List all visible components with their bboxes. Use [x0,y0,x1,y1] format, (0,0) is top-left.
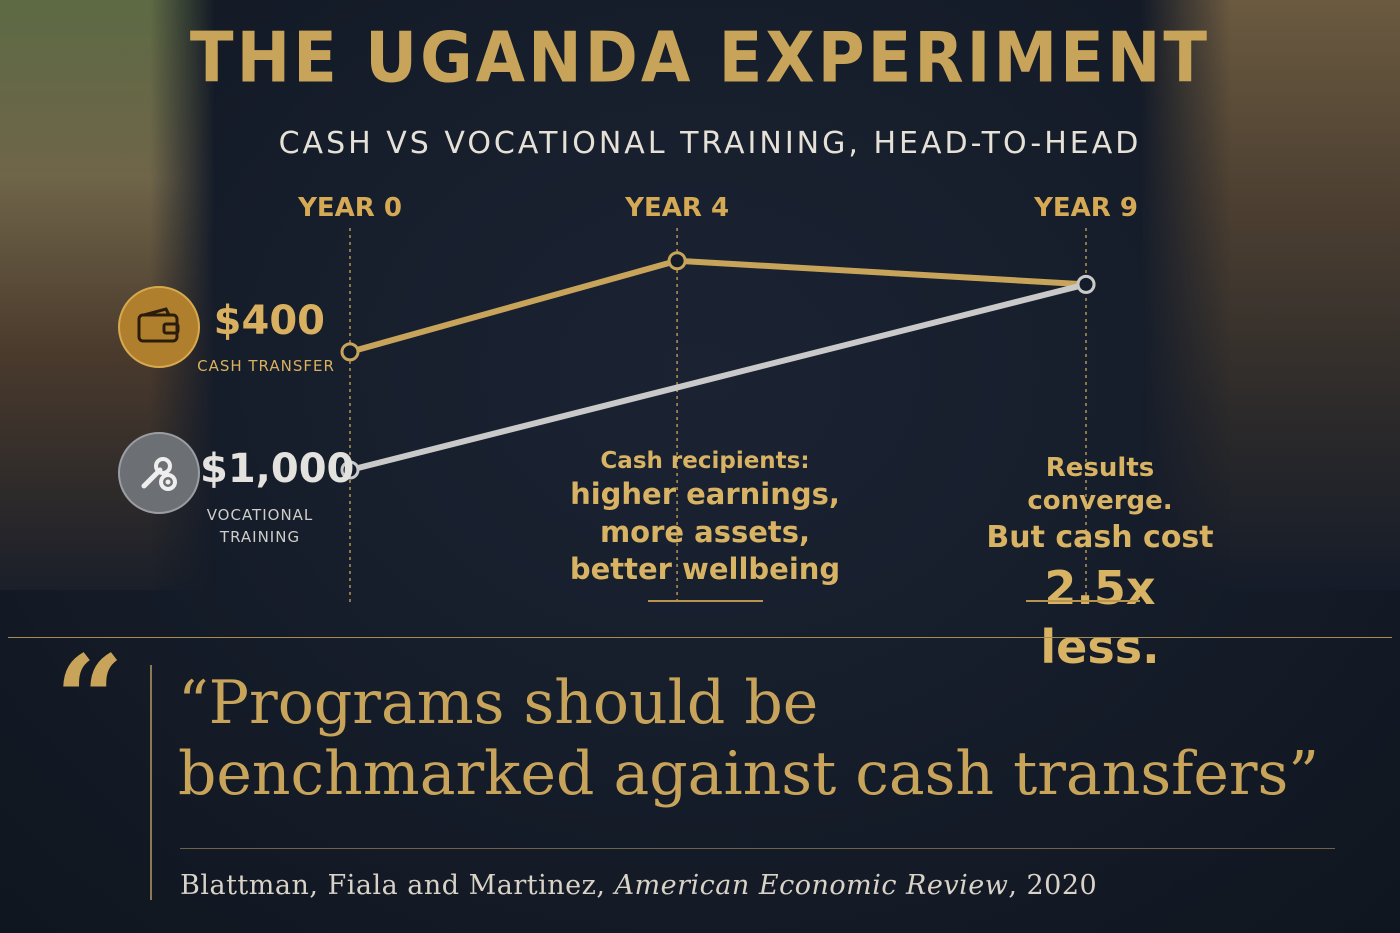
annotation-underline [648,600,763,602]
quote-line: benchmarked against cash transfers” [178,738,1319,809]
annotation-underline [1026,600,1140,602]
x-tick-label: YEAR 0 [297,193,402,223]
citation-journal: American Economic Review [614,870,1009,901]
cash-series-label: CASH TRANSFER [197,357,335,375]
annotation-line: Results converge. [1027,453,1173,517]
gear-wrench-icon [118,432,200,514]
cash-series-line [349,257,1087,355]
annotation-highlight: 2.5x less. [1040,560,1160,674]
annotation-line: more assets, [599,514,811,549]
training-series-line [349,281,1087,473]
man-at-lathe-photo [1140,0,1400,590]
citation-divider [180,848,1335,849]
cash-data-point [340,342,360,362]
cash-data-point [667,251,687,271]
annotation-line: better wellbeing [569,551,841,586]
annotation-line: Cash recipients: [600,448,810,474]
cash-cost-label: $400 [213,298,325,344]
annotation-line: higher earnings, [570,477,840,512]
quote-bar [150,665,152,900]
wallet-icon [118,286,200,368]
training-data-point [340,460,360,480]
x-tick-label: YEAR 9 [1033,193,1138,223]
quote-line: “Programs should be [178,668,819,738]
page-title: THE UGANDA EXPERIMENT [189,19,1211,99]
section-divider [8,637,1392,638]
quote-text: “Programs should be benchmarked against … [178,668,1378,810]
training-cost-label: $1,000 [200,446,355,492]
annotation-line: But cash cost [986,519,1214,555]
year4-annotation: Cash recipients: higher earnings, more a… [560,447,850,588]
citation-year: , 2020 [1008,870,1098,901]
quote-mark-icon: “ [55,629,125,770]
citation: Blattman, Fiala and Martinez, American E… [180,870,1097,901]
training-data-point [1076,274,1096,294]
year9-annotation: Results converge. But cash cost 2.5x les… [980,452,1220,677]
x-tick-label: YEAR 4 [624,193,729,223]
training-series-label: VOCATIONAL TRAINING [206,506,314,546]
citation-authors: Blattman, Fiala and Martinez, [180,870,615,901]
page-subtitle: CASH VS VOCATIONAL TRAINING, HEAD-TO-HEA… [278,126,1142,161]
